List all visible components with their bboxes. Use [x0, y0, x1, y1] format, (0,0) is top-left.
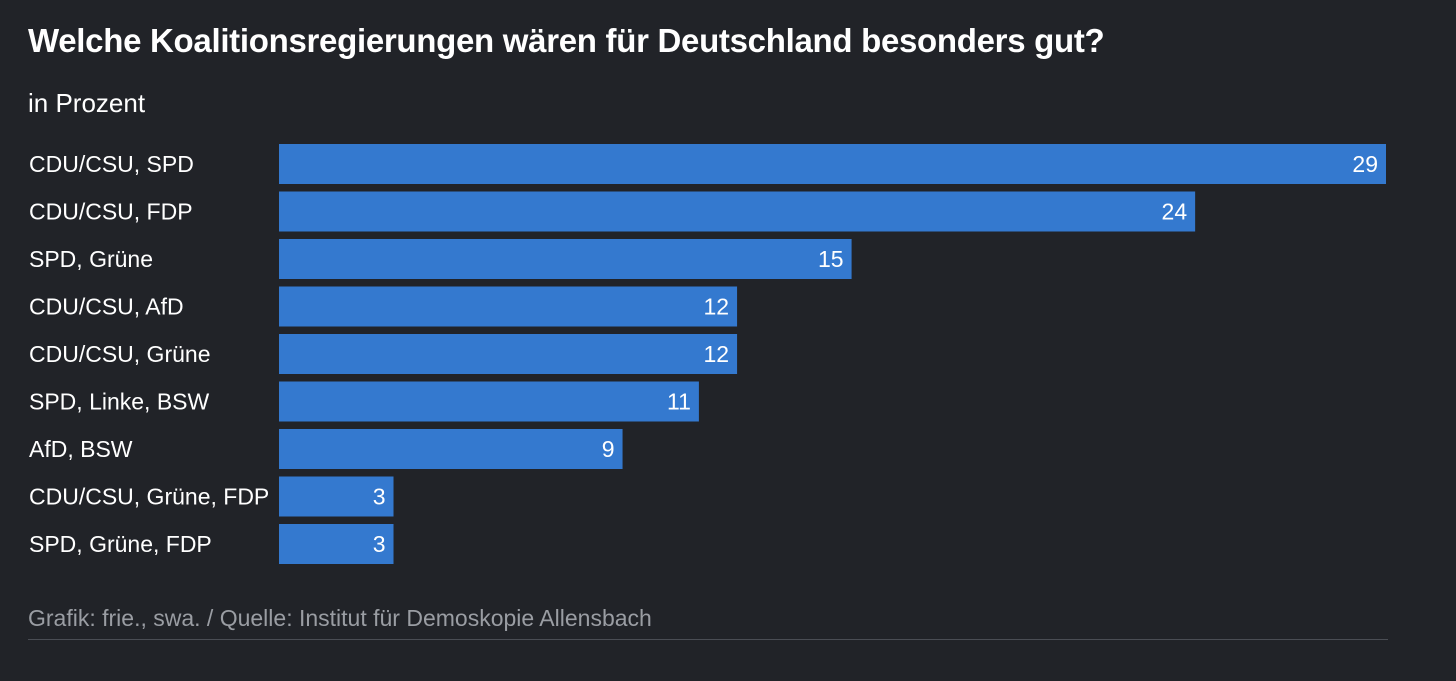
bar: [279, 429, 623, 469]
category-label: SPD, Grüne: [29, 246, 153, 272]
bar: [279, 476, 394, 517]
value-label: 9: [602, 436, 615, 462]
chart-title: Welche Koalitionsregierungen wären für D…: [28, 22, 1105, 59]
bar: [279, 286, 738, 327]
chart-subtitle: in Prozent: [28, 88, 146, 118]
category-label: SPD, Grüne, FDP: [29, 531, 212, 557]
category-label: SPD, Linke, BSW: [29, 389, 210, 415]
category-label: CDU/CSU, SPD: [29, 151, 194, 177]
source-note: Grafik: frie., swa. / Quelle: Institut f…: [28, 605, 652, 631]
value-label: 3: [373, 531, 386, 557]
value-label: 24: [1162, 199, 1188, 225]
value-label: 29: [1352, 151, 1378, 177]
category-label: CDU/CSU, AfD: [29, 294, 184, 320]
category-label: AfD, BSW: [29, 436, 133, 462]
category-label: CDU/CSU, Grüne: [29, 341, 210, 367]
bar: [279, 334, 738, 374]
bar: [279, 381, 699, 422]
value-label: 11: [667, 389, 691, 415]
value-label: 12: [703, 341, 729, 367]
bar: [279, 524, 394, 564]
bar: [279, 191, 1196, 232]
category-label: CDU/CSU, Grüne, FDP: [29, 484, 269, 510]
value-label: 3: [373, 484, 386, 510]
value-label: 12: [703, 294, 729, 320]
bar: [279, 144, 1386, 184]
category-label: CDU/CSU, FDP: [29, 199, 193, 225]
value-label: 15: [818, 246, 844, 272]
footer-divider: [28, 639, 1388, 640]
bar: [279, 239, 852, 279]
